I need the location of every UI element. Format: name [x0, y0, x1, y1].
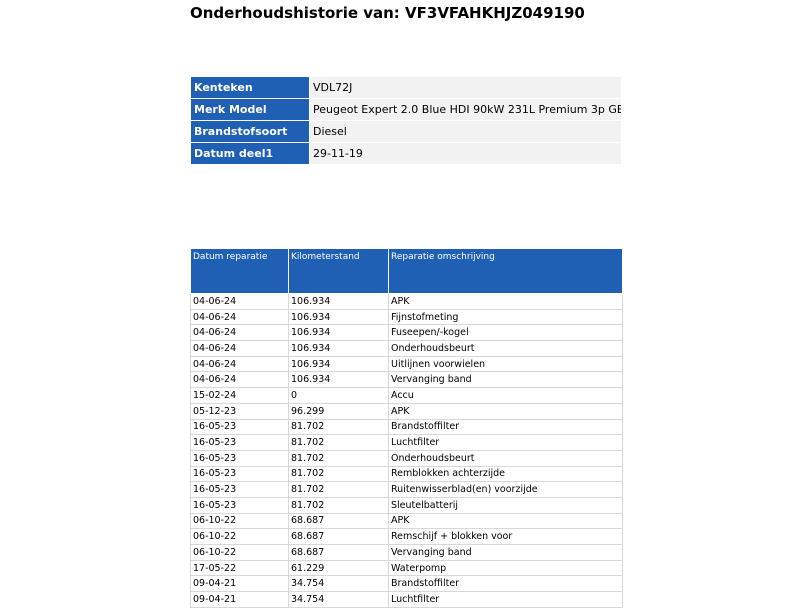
history-row: 15-02-24 0 Accu: [190, 387, 623, 404]
history-cell: Brandstoffilter: [388, 418, 623, 436]
history-cell: Uitlijnen voorwielen: [388, 355, 623, 373]
info-row: Merk Model Peugeot Expert 2.0 Blue HDI 90…: [190, 98, 622, 121]
history-cell: 17-05-22: [190, 559, 289, 577]
history-row: 05-12-23 96.299 APK: [190, 402, 623, 420]
history-row: 06-10-22 68.687 Remschijf + blokken voor: [190, 528, 623, 545]
history-cell: Waterpomp: [388, 559, 623, 577]
history-cell: 0: [288, 387, 389, 404]
column-header: Reparatie omschrijving: [388, 248, 623, 294]
history-cell: 09-04-21: [190, 591, 289, 608]
history-row: 16-05-23 81.702 Luchtfilter: [190, 434, 623, 451]
column-header: Datum reparatie: [190, 248, 289, 294]
history-cell: 04-06-24: [190, 308, 289, 326]
history-row: 16-05-23 81.702 Brandstoffilter: [190, 418, 623, 436]
history-row: 09-04-21 34.754 Luchtfilter: [190, 591, 623, 608]
history-row: 16-05-23 81.702 Remblokken achterzijde: [190, 465, 623, 483]
history-cell: Sleutelbatterij: [388, 496, 623, 514]
info-label: Kenteken: [190, 76, 310, 99]
history-cell: 05-12-23: [190, 402, 289, 420]
history-cell: 06-10-22: [190, 512, 289, 530]
history-cell: 16-05-23: [190, 465, 289, 483]
history-cell: 96.299: [288, 402, 389, 420]
history-cell: 81.702: [288, 449, 389, 467]
history-cell: Remblokken achterzijde: [388, 465, 623, 483]
history-row: 16-05-23 81.702 Sleutelbatterij: [190, 496, 623, 514]
history-cell: Vervanging band: [388, 544, 623, 561]
history-cell: 68.687: [288, 528, 389, 545]
history-cell: 15-02-24: [190, 387, 289, 404]
history-cell: 68.687: [288, 544, 389, 561]
history-row: 06-10-22 68.687 Vervanging band: [190, 544, 623, 561]
info-row: Brandstofsoort Diesel: [190, 120, 622, 143]
history-cell: 09-04-21: [190, 575, 289, 593]
history-cell: 16-05-23: [190, 496, 289, 514]
vehicle-info: Kenteken VDL72J Merk Model Peugeot Expert 2…: [190, 76, 622, 165]
info-label: Datum deel1: [190, 142, 310, 165]
history-cell: 06-10-22: [190, 544, 289, 561]
info-label: Brandstofsoort: [190, 120, 310, 143]
history-cell: 61.229: [288, 559, 389, 577]
history-cell: APK: [388, 402, 623, 420]
history-cell: Accu: [388, 387, 623, 404]
history-cell: Ruitenwisserblad(en) voorzijde: [388, 481, 623, 498]
history-cell: Remschijf + blokken voor: [388, 528, 623, 545]
history-cell: 16-05-23: [190, 449, 289, 467]
history-cell: 04-06-24: [190, 355, 289, 373]
history-cell: APK: [388, 512, 623, 530]
history-row: 04-06-24 106.934 Uitlijnen voorwielen: [190, 355, 623, 373]
history-cell: 106.934: [288, 308, 389, 326]
info-row: Datum deel1 29-11-19: [190, 142, 622, 165]
history-cell: 81.702: [288, 418, 389, 436]
history-cell: 16-05-23: [190, 481, 289, 498]
history-cell: 34.754: [288, 591, 389, 608]
history-cell: 106.934: [288, 355, 389, 373]
history-row: 04-06-24 106.934 Vervanging band: [190, 371, 623, 389]
history-cell: 04-06-24: [190, 340, 289, 357]
history-cell: Luchtfilter: [388, 591, 623, 608]
history-cell: 81.702: [288, 434, 389, 451]
history-row: 17-05-22 61.229 Waterpomp: [190, 559, 623, 577]
history-cell: 16-05-23: [190, 434, 289, 451]
history-table: Datum reparatie Kilometerstand Reparatie o…: [190, 248, 623, 608]
history-cell: 106.934: [288, 371, 389, 389]
history-cell: 81.702: [288, 496, 389, 514]
history-cell: 06-10-22: [190, 528, 289, 545]
info-value: VDL72J: [309, 76, 622, 99]
history-cell: Fuseepen/-kogel: [388, 324, 623, 342]
history-cell: 16-05-23: [190, 418, 289, 436]
history-cell: 04-06-24: [190, 371, 289, 389]
column-header: Kilometerstand: [288, 248, 389, 294]
history-cell: Fijnstofmeting: [388, 308, 623, 326]
history-cell: Onderhoudsbeurt: [388, 449, 623, 467]
history-row: 04-06-24 106.934 Fijnstofmeting: [190, 308, 623, 326]
history-cell: 34.754: [288, 575, 389, 593]
history-cell: 106.934: [288, 324, 389, 342]
history-cell: Vervanging band: [388, 371, 623, 389]
info-value: Peugeot Expert 2.0 Blue HDI 90kW 231L Pr…: [309, 98, 622, 121]
history-cell: 81.702: [288, 465, 389, 483]
history-row: 04-06-24 106.934 Onderhoudsbeurt: [190, 340, 623, 357]
history-cell: 106.934: [288, 340, 389, 357]
history-row: 04-06-24 106.934 APK: [190, 293, 623, 310]
history-cell: Luchtfilter: [388, 434, 623, 451]
history-cell: APK: [388, 293, 623, 310]
history-cell: 04-06-24: [190, 293, 289, 310]
info-value: 29-11-19: [309, 142, 622, 165]
history-cell: Brandstoffilter: [388, 575, 623, 593]
info-row: Kenteken VDL72J: [190, 76, 622, 99]
history-cell: 04-06-24: [190, 324, 289, 342]
page-title: Onderhoudshistorie van: VF3VFAHKHJZ04919…: [190, 4, 585, 22]
history-cell: 106.934: [288, 293, 389, 310]
history-cell: 81.702: [288, 481, 389, 498]
history-row: 16-05-23 81.702 Onderhoudsbeurt: [190, 449, 623, 467]
history-row: 16-05-23 81.702 Ruitenwisserblad(en) voorz…: [190, 481, 623, 498]
history-row: 04-06-24 106.934 Fuseepen/-kogel: [190, 324, 623, 342]
history-row: 09-04-21 34.754 Brandstoffilter: [190, 575, 623, 593]
history-row: 06-10-22 68.687 APK: [190, 512, 623, 530]
info-label: Merk Model: [190, 98, 310, 121]
history-cell: 68.687: [288, 512, 389, 530]
history-cell: Onderhoudsbeurt: [388, 340, 623, 357]
info-value: Diesel: [309, 120, 622, 143]
